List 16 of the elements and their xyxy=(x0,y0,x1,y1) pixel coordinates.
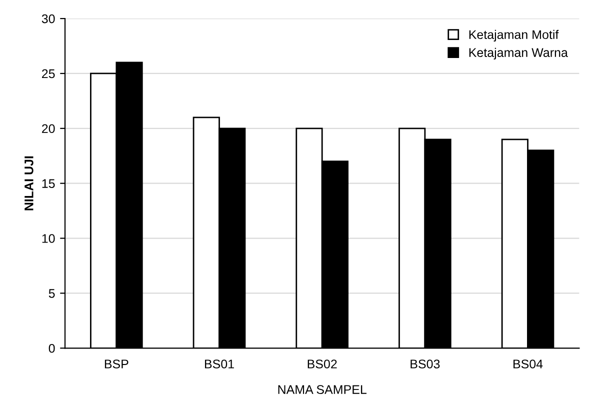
x-axis-title: NAMA SAMPEL xyxy=(278,385,366,394)
y-tick-label: 5 xyxy=(48,289,55,298)
x-tick-label: BSP xyxy=(104,360,128,368)
x-tick-label: BS02 xyxy=(308,360,337,368)
x-tick-label: BS03 xyxy=(410,360,440,368)
x-tick-label: BS01 xyxy=(204,360,234,368)
y-tick-label: 25 xyxy=(42,69,55,78)
legend-label: Ketajaman Motif xyxy=(469,30,559,42)
y-tick-label: 30 xyxy=(42,14,55,24)
y-tick-label: 10 xyxy=(42,234,55,243)
y-tick-label: 15 xyxy=(42,179,55,188)
legend-label: Ketajaman Warna xyxy=(469,48,568,60)
y-tick-label: 20 xyxy=(42,124,55,134)
y-axis-title: NILAI UJI xyxy=(24,156,34,210)
y-tick-label: 0 xyxy=(48,344,55,353)
x-tick-label: BS04 xyxy=(514,360,543,368)
